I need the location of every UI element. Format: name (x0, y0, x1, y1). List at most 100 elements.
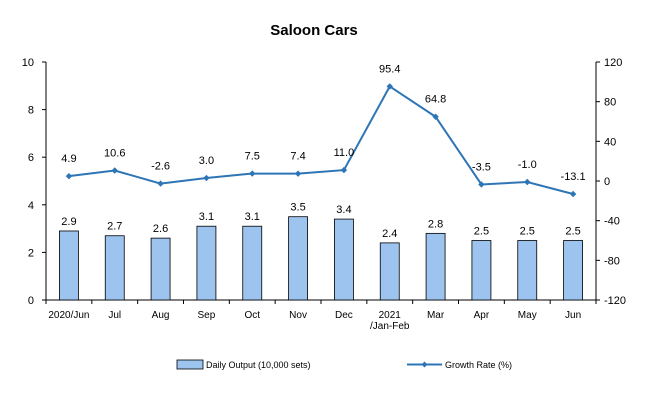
left-tick-label: 8 (28, 105, 34, 117)
category-label: Aug (152, 310, 170, 321)
line-value-label: 7.5 (245, 151, 260, 163)
line-point (157, 180, 164, 187)
bar-value-label: 3.1 (199, 211, 214, 223)
bar-value-label: 3.4 (336, 204, 351, 216)
line-point (65, 172, 73, 180)
right-tick-label: -80 (604, 255, 620, 267)
category-label-line: Jul (108, 310, 121, 321)
left-tick-label: 10 (22, 57, 34, 69)
line-point (249, 170, 256, 177)
category-label: Mar (427, 310, 445, 321)
line-value-label: -13.1 (561, 171, 586, 183)
right-tick-label: -120 (604, 295, 626, 307)
category-label-line: Nov (289, 310, 307, 321)
bar-value-label: 2.4 (382, 228, 397, 240)
line-value-label: 95.4 (379, 63, 400, 75)
category-label-line: 2021 (379, 310, 402, 321)
left-tick-label: 0 (28, 295, 34, 307)
bar (288, 216, 308, 301)
bar-value-label: 2.8 (428, 218, 443, 230)
line-value-label: 7.4 (290, 151, 305, 163)
line-point (111, 167, 118, 174)
bar (150, 237, 171, 301)
bar-value-label: 2.5 (565, 226, 580, 238)
bar (59, 230, 79, 301)
bar-value-label: 2.5 (474, 226, 489, 238)
chart-title: Saloon Cars (270, 22, 358, 39)
bar-value-label: 2.5 (520, 226, 535, 238)
category-label-line: Mar (427, 310, 445, 321)
category-label: 2021/Jan-Feb (370, 310, 410, 332)
right-tick-label: 0 (604, 176, 610, 188)
legend-bar-swatch (176, 359, 204, 370)
bar (563, 240, 583, 301)
category-label-line: Apr (474, 310, 490, 321)
line-point (432, 113, 439, 120)
legend-line-label: Growth Rate (%) (445, 360, 512, 370)
category-label-line: Jun (565, 310, 581, 321)
right-tick-label: 40 (604, 136, 616, 148)
category-label-line: Aug (152, 310, 170, 321)
right-tick-label: 80 (604, 97, 616, 109)
line-point (340, 166, 348, 174)
growth-rate-line (68, 84, 574, 195)
category-label-line: /Jan-Feb (370, 321, 410, 332)
left-tick-label: 2 (28, 247, 34, 259)
right-axis-ticks: -120 -80 -40 0 40 80 120 (596, 57, 626, 307)
bar (471, 240, 492, 301)
bar (334, 218, 354, 301)
category-label-line: 2020/Jun (48, 310, 89, 321)
bar-data-labels: 2.9 2.7 2.6 3.1 3.1 3.5 3.4 2.4 2.8 2.5 2.5 2.5 (61, 202, 580, 240)
line-point (569, 190, 577, 198)
line-value-label: 64.8 (425, 94, 446, 106)
category-label-line: May (518, 310, 537, 321)
line-value-label: -3.5 (472, 161, 491, 173)
category-label: Jul (108, 310, 121, 321)
right-tick-label: -40 (604, 216, 620, 228)
bar (425, 232, 446, 301)
category-label-line: Dec (335, 310, 353, 321)
bar-value-label: 3.1 (245, 211, 260, 223)
left-tick-label: 6 (28, 152, 34, 164)
line-value-label: 11.0 (334, 147, 355, 159)
line-value-label: -2.6 (151, 161, 170, 173)
category-label: 2020/Jun (48, 310, 89, 321)
bar (196, 225, 217, 301)
category-labels: 2020/Jun Jul Aug Sep Oct Nov Dec 2021/Jan-Feb Ma… (48, 310, 581, 332)
category-label: Sep (198, 310, 216, 321)
line-value-label: -1.0 (518, 159, 537, 171)
bar-value-label: 2.6 (153, 223, 168, 235)
category-label: May (518, 310, 537, 321)
left-tick-label: 4 (28, 200, 34, 212)
line-point (386, 83, 393, 90)
line-point (478, 181, 485, 188)
bar-value-label: 3.5 (290, 202, 305, 214)
category-label: Jun (565, 310, 581, 321)
bar-value-label: 2.9 (61, 216, 76, 228)
bar (242, 225, 263, 301)
line-point (294, 170, 302, 177)
category-label-line: Oct (244, 310, 260, 321)
category-label: Apr (474, 310, 490, 321)
bar (517, 240, 538, 301)
bar-series (59, 216, 583, 301)
line-point (524, 178, 531, 186)
category-label: Oct (244, 310, 260, 321)
line-series (65, 83, 577, 198)
category-label: Dec (335, 310, 353, 321)
line-value-label: 3.0 (199, 155, 214, 167)
bar (379, 242, 400, 301)
bar (104, 235, 125, 301)
right-tick-label: 120 (604, 57, 622, 69)
bar-value-label: 2.7 (107, 221, 122, 233)
line-data-labels: 4.9 10.6 -2.6 3.0 7.5 7.4 11.0 95.4 64.8 -3.5 -1.0… (61, 63, 585, 183)
category-label-line: Sep (198, 310, 216, 321)
line-point (203, 174, 210, 182)
category-label: Nov (289, 310, 307, 321)
legend: Daily Output (10,000 sets) Growth Rate (%… (176, 359, 512, 370)
line-value-label: 10.6 (104, 147, 125, 159)
line-value-label: 4.9 (61, 153, 76, 165)
legend-bar-label: Daily Output (10,000 sets) (206, 360, 311, 370)
left-axis-ticks: 0 2 4 6 8 10 (22, 57, 46, 307)
